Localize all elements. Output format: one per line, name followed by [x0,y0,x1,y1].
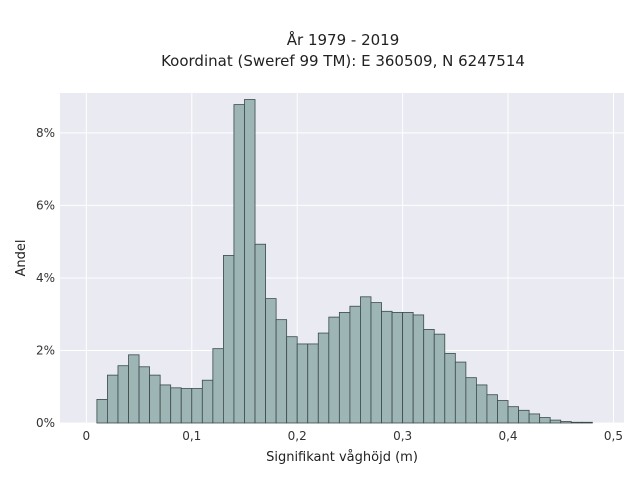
histogram-bar-12 [223,255,235,424]
histogram-bar-13 [233,104,245,424]
y-tick-label-3: 6% [36,198,55,212]
y-axis-label: Andel [14,240,29,277]
histogram-bar-9 [191,388,203,424]
histogram-bar-0 [96,399,108,424]
histogram-bar-10 [201,379,214,424]
histogram-bar-11 [212,348,224,424]
x-tick-labels: 0 0,1 0,2 0,3 0,4 0,5 [83,429,623,443]
histogram-bar-25 [360,296,372,424]
histogram-bar-33 [444,352,456,424]
histogram-bar-35 [465,377,477,424]
x-tick-label-4: 0,4 [498,429,517,443]
histogram-bar-26 [370,302,382,424]
x-tick-label-2: 0,2 [288,429,307,443]
y-tick-label-4: 8% [36,126,55,140]
histogram-bars [96,99,593,424]
histogram-bar-34 [454,361,467,424]
chart-subtitle: Koordinat (Sweref 99 TM): E 360509, N 62… [161,52,525,70]
histogram-bar-14 [244,99,256,424]
histogram-bar-4 [138,366,151,424]
histogram-bar-7 [170,387,182,424]
histogram-bar-18 [286,336,298,424]
histogram-bar-30 [412,314,425,424]
histogram-bar-39 [507,406,519,424]
x-tick-label-0: 0 [83,429,91,443]
histogram-bar-3 [128,354,140,424]
histogram-bar-17 [275,319,288,424]
histogram-bar-38 [497,400,509,424]
histogram-bar-15 [254,243,266,424]
histogram-bar-29 [402,311,414,424]
y-tick-labels: 0% 2% 4% 6% 8% [36,126,55,430]
histogram-bar-6 [159,384,172,424]
histogram-bar-1 [107,374,119,424]
chart-title: År 1979 - 2019 [287,30,400,49]
histogram-bar-27 [381,310,393,424]
histogram-bar-21 [317,332,330,424]
histogram-bar-20 [307,343,319,424]
histogram-bar-46 [581,421,593,424]
histogram-bar-5 [149,374,161,424]
x-tick-label-3: 0,3 [393,429,412,443]
x-tick-label-5: 0,5 [604,429,623,443]
histogram-bar-16 [265,298,277,424]
histogram-bar-41 [528,413,541,424]
histogram-bar-36 [476,384,488,424]
histogram-bar-40 [518,409,530,424]
histogram-bar-23 [338,311,351,424]
y-tick-label-0: 0% [36,416,55,430]
histogram-bar-28 [391,311,404,424]
histogram-bar-24 [349,305,361,424]
histogram-bar-8 [180,388,193,424]
y-tick-label-1: 2% [36,343,55,357]
histogram-bar-37 [486,394,498,424]
x-tick-label-1: 0,1 [182,429,201,443]
histogram-bar-45 [570,421,583,424]
histogram-bar-43 [549,419,562,424]
histogram-bar-22 [328,316,340,424]
x-axis-label: Signifikant våghöjd (m) [266,450,418,465]
y-tick-label-2: 4% [36,271,55,285]
x-gridlines [85,93,614,423]
histogram-bar-19 [296,343,309,424]
histogram-bar-44 [560,421,572,424]
histogram-bar-42 [539,417,551,424]
histogram-bar-31 [423,329,435,424]
histogram-bar-32 [433,333,446,424]
histogram-bar-2 [117,365,129,424]
